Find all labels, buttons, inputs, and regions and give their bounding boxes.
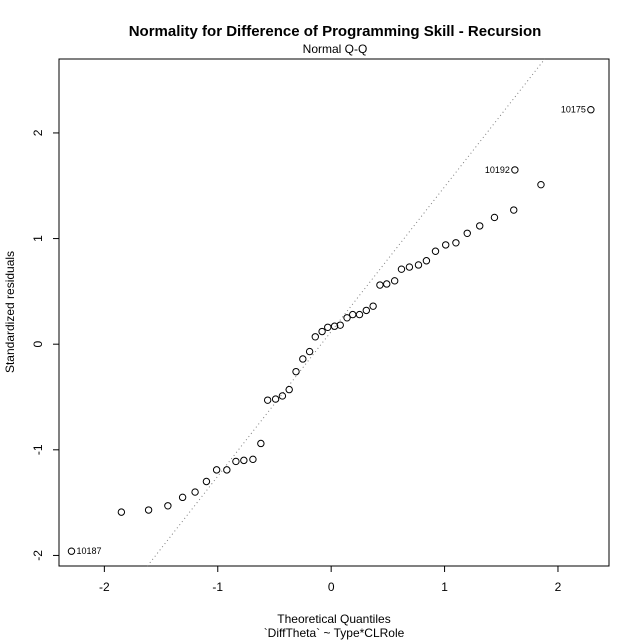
y-tick-label: 2 (31, 129, 45, 136)
qq-point (144, 506, 153, 514)
x-tick-label: 1 (441, 580, 448, 594)
qq-point (263, 396, 272, 404)
qq-point (278, 392, 287, 400)
x-axis-label: Theoretical Quantiles (277, 612, 390, 626)
qq-point (349, 310, 357, 319)
qq-point (490, 213, 499, 222)
qq-point (510, 206, 518, 214)
y-axis-label: Standardized residuals (3, 251, 17, 373)
point-label: 10192 (485, 165, 510, 175)
x-tick-label: 2 (555, 580, 562, 594)
qq-point (285, 385, 293, 394)
qq-point (587, 106, 595, 114)
y-tick-label: 0 (31, 341, 45, 348)
y-tick-label: -2 (31, 550, 45, 561)
qq-point (376, 281, 384, 289)
qq-point (318, 327, 326, 336)
qq-point (362, 306, 371, 315)
y-axis: -2 -1 0 1 2 (31, 129, 59, 561)
qq-point (232, 457, 240, 466)
x-tick-label: -2 (99, 580, 110, 594)
qq-point (305, 347, 314, 356)
point-label: 10175 (561, 105, 586, 115)
qq-point (299, 355, 307, 363)
reference-line-group (147, 58, 546, 567)
qq-point (240, 456, 248, 465)
qq-point (257, 439, 265, 448)
qq-point (397, 265, 406, 273)
qq-point (431, 247, 440, 255)
qq-point (191, 488, 199, 496)
y-tick-label: 1 (31, 235, 45, 242)
x-tick-label: 0 (328, 580, 335, 594)
plot-frame (58, 58, 610, 567)
qq-point (164, 502, 172, 510)
qq-point (537, 180, 545, 189)
qq-point (292, 367, 300, 376)
qq-point (405, 263, 414, 271)
qq-point (422, 257, 431, 265)
qq-point (202, 477, 211, 486)
x-tick-label: -1 (212, 580, 223, 594)
qq-point (452, 239, 460, 247)
x-axis-sublabel: `DiffTheta` ~ Type*CLRole (264, 626, 405, 640)
qq-point (249, 455, 257, 464)
qq-point (178, 493, 187, 502)
point-label: 10187 (76, 546, 101, 556)
qq-point (383, 280, 391, 288)
qq-point (355, 310, 364, 319)
y-tick-label: -1 (31, 444, 45, 455)
qq-point (511, 166, 519, 174)
qq-point (442, 241, 450, 249)
chart-title: Normality for Difference of Programming … (129, 23, 542, 40)
qq-reference-line (147, 58, 546, 567)
qq-point (311, 333, 319, 341)
qq-point (463, 229, 471, 237)
qq-point (336, 321, 344, 329)
qq-point (414, 261, 423, 269)
chart-subtitle: Normal Q-Q (303, 42, 368, 56)
qq-point (324, 323, 332, 331)
qq-point (369, 302, 377, 310)
qq-point (223, 466, 231, 474)
qq-point (390, 277, 399, 285)
points-group: 10187 10192 10175 (67, 105, 595, 556)
qq-point (476, 222, 484, 230)
qq-point (67, 547, 76, 555)
qq-point (271, 395, 280, 403)
x-axis: -2 -1 0 1 2 (99, 566, 562, 594)
qq-point (117, 508, 126, 516)
qq-point (330, 322, 339, 330)
qq-point (343, 314, 351, 322)
qq-point (212, 466, 221, 474)
